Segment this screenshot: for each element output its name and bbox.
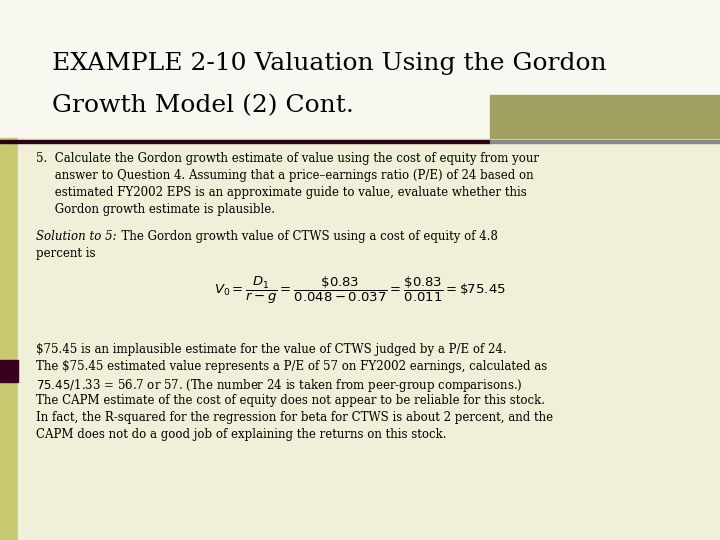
Text: $75.45 is an implausible estimate for the value of CTWS judged by a P/E of 24.: $75.45 is an implausible estimate for th… <box>36 343 507 356</box>
Text: EXAMPLE 2-10 Valuation Using the Gordon: EXAMPLE 2-10 Valuation Using the Gordon <box>52 52 607 75</box>
Text: The $75.45 estimated value represents a P/E of 57 on FY2002 earnings, calculated: The $75.45 estimated value represents a … <box>36 360 547 373</box>
Text: answer to Question 4. Assuming that a price–earnings ratio (P/E) of 24 based on: answer to Question 4. Assuming that a pr… <box>36 169 534 182</box>
Text: CAPM does not do a good job of explaining the returns on this stock.: CAPM does not do a good job of explainin… <box>36 428 446 441</box>
Text: $V_0 = \dfrac{D_1}{r-g} = \dfrac{\$0.83}{0.048 - 0.037} = \dfrac{\$0.83}{0.011} : $V_0 = \dfrac{D_1}{r-g} = \dfrac{\$0.83}… <box>214 275 506 306</box>
Bar <box>490 95 720 138</box>
Bar <box>0 0 720 138</box>
Text: The CAPM estimate of the cost of equity does not appear to be reliable for this : The CAPM estimate of the cost of equity … <box>36 394 545 407</box>
Text: The Gordon growth value of CTWS using a cost of equity of 4.8: The Gordon growth value of CTWS using a … <box>114 230 498 243</box>
Bar <box>0 140 490 143</box>
Text: 5.  Calculate the Gordon growth estimate of value using the cost of equity from : 5. Calculate the Gordon growth estimate … <box>36 152 539 165</box>
Bar <box>490 140 720 143</box>
Bar <box>0 360 18 382</box>
Bar <box>0 138 18 540</box>
Text: Growth Model (2) Cont.: Growth Model (2) Cont. <box>52 94 354 117</box>
Text: Solution to 5:: Solution to 5: <box>36 230 117 243</box>
Text: percent is: percent is <box>36 247 96 260</box>
Text: In fact, the R-squared for the regression for beta for CTWS is about 2 percent, : In fact, the R-squared for the regressio… <box>36 411 553 424</box>
Text: $75.45/$1.33 = 56.7 or 57. (The number 24 is taken from peer-group comparisons.): $75.45/$1.33 = 56.7 or 57. (The number 2… <box>36 377 523 394</box>
Bar <box>18 138 720 540</box>
Text: Gordon growth estimate is plausible.: Gordon growth estimate is plausible. <box>36 203 275 216</box>
Text: estimated FY2002 EPS is an approximate guide to value, evaluate whether this: estimated FY2002 EPS is an approximate g… <box>36 186 527 199</box>
